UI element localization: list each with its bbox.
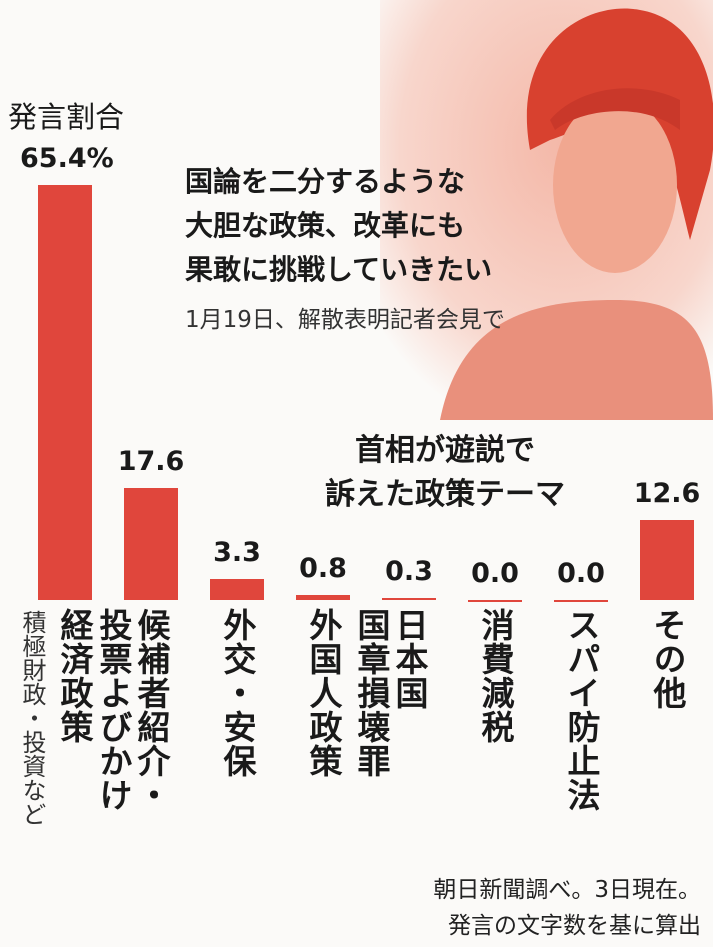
bar (468, 600, 522, 602)
value-label: 0.8 (299, 552, 347, 584)
category-label: 外国人政策 (304, 608, 343, 778)
value-label: 0.0 (471, 558, 519, 589)
value-label: 3.3 (213, 537, 261, 569)
portrait (380, 0, 713, 420)
value-label: 0.0 (557, 558, 605, 589)
quote-source: 1月19日、解散表明記者会見で (185, 307, 505, 333)
quote-line: 果敢に挑戦していきたい (185, 253, 493, 286)
category-label: 候補者紹介・ 投票よびかけ (94, 608, 171, 812)
category-label: 経済政策 (55, 608, 94, 744)
bar (382, 598, 436, 601)
chart-title: 訴えた政策テーマ (325, 477, 565, 512)
chart-title: 首相が遊説で (355, 433, 535, 468)
category-label: スパイ防止法 (562, 608, 601, 812)
category-label: 日本国 国章損壊罪 (352, 608, 429, 778)
quote-line: 大胆な政策、改革にも (185, 209, 466, 242)
value-label: 0.3 (385, 556, 433, 588)
quote-line: 国論を二分するような (185, 165, 466, 198)
value-label: 12.6 (633, 478, 701, 510)
category-note: 積極財政・投資など (18, 610, 46, 826)
category-label: 外交・安保 (218, 608, 257, 778)
category-label: 消費減税 (476, 608, 515, 744)
footer-line: 発言の文字数を基に算出 (448, 913, 701, 939)
bar (38, 185, 92, 600)
value-label: 17.6 (117, 446, 185, 478)
category-label: その他 (648, 608, 687, 710)
bar (124, 488, 178, 600)
bar (554, 600, 608, 602)
bar (640, 520, 694, 600)
value-caption: 発言割合 (8, 100, 125, 134)
bar (210, 579, 264, 600)
bar (296, 594, 350, 600)
value-label: 65.4% (20, 143, 114, 175)
footer-line: 朝日新聞調べ。3日現在。 (433, 877, 701, 903)
